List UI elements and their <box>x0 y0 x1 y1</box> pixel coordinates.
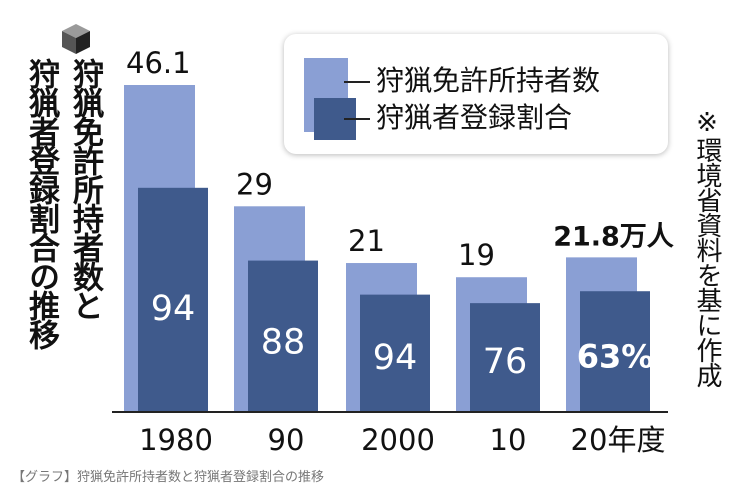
legend-leader-registration <box>344 118 370 120</box>
data-label-license: 29 <box>236 167 273 201</box>
legend-label-license: 狩猟免許所持者数 <box>376 64 601 97</box>
bar-registration <box>248 260 318 412</box>
legend-leader-license <box>344 81 370 83</box>
chart-title-line-2: 狩猟者登録割合の推移 <box>23 58 59 348</box>
data-label-license: 19 <box>458 238 495 272</box>
source-note: ※環境省資料を基に作成 <box>692 108 722 387</box>
figure-caption: 【グラフ】狩猟免許所持者数と狩猟者登録割合の推移 <box>12 470 325 485</box>
legend-label-registration: 狩猟者登録割合 <box>376 101 573 134</box>
x-tick-label: 10 <box>490 423 527 457</box>
x-tick-label: 1980 <box>139 423 213 457</box>
bar-registration <box>138 187 208 412</box>
bar-registration <box>470 303 540 412</box>
legend: 狩猟免許所持者数 狩猟者登録割合 <box>284 34 668 154</box>
chart-title-line-1: 狩猟免許所持者数と <box>67 58 103 319</box>
data-label-registration: 76 <box>483 342 528 382</box>
data-label-registration: 94 <box>373 338 418 378</box>
x-tick-label: 90 <box>268 423 305 457</box>
data-label-license: 46.1 <box>126 46 191 80</box>
bar-registration <box>360 294 430 412</box>
data-label-license: 21 <box>348 224 385 258</box>
data-label-registration: 88 <box>261 322 306 362</box>
x-tick-label: 20年度 <box>571 423 666 457</box>
data-label-registration: 63% <box>577 337 654 375</box>
cube-icon <box>62 24 90 54</box>
data-label-license: 21.8万人 <box>553 221 674 252</box>
x-tick-label: 2000 <box>361 423 435 457</box>
data-label-registration: 94 <box>151 289 196 329</box>
bar-registration <box>580 291 650 412</box>
chart-title: 狩猟免許所持者数と 狩猟者登録割合の推移 <box>18 58 106 348</box>
